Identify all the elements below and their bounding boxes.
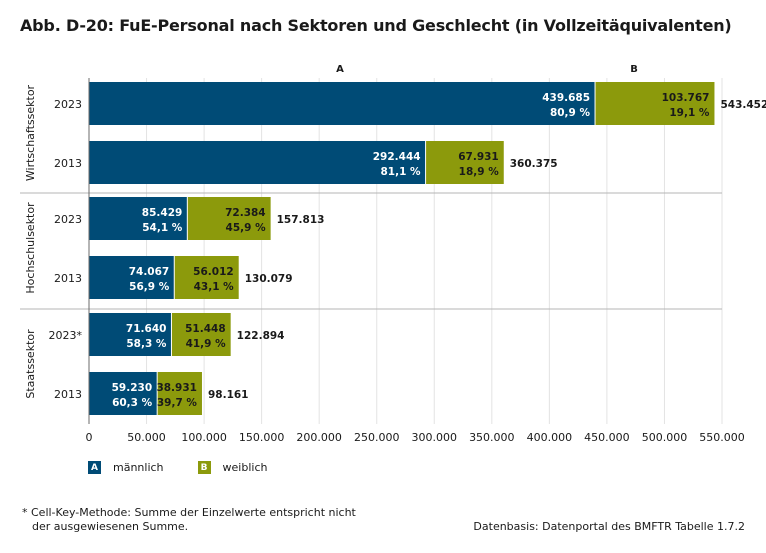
bar-value-female: 38.931 — [156, 382, 197, 394]
bar-total: 130.079 — [245, 273, 293, 285]
x-tick-label: 450.000 — [584, 431, 630, 444]
group-label: Wirtschaftssektor — [24, 84, 37, 181]
footnote-line-1: * Cell-Key-Methode: Summe der Einzelwert… — [22, 506, 356, 519]
bar-value-male: 292.444 — [373, 151, 421, 163]
bar-value-female: 67.931 — [458, 151, 499, 163]
x-tick-label: 200.000 — [296, 431, 342, 444]
x-tick-label: 100.000 — [181, 431, 227, 444]
x-tick-label: 350.000 — [469, 431, 515, 444]
legend: A männlich B weiblich — [88, 461, 301, 474]
bar-chart: 0 50.000 100.000 150.000 200.000 250.000 300.0… — [20, 64, 766, 444]
bar-total: 157.813 — [277, 214, 325, 226]
bar-value-male: 59.230 — [112, 382, 153, 394]
bar-male — [89, 141, 426, 184]
x-tick-label: 400.000 — [527, 431, 573, 444]
x-tick-label: 50.000 — [127, 431, 166, 444]
chart-title: Abb. D-20: FuE-Personal nach Sektoren un… — [20, 16, 732, 35]
bar-total: 98.161 — [208, 389, 249, 401]
column-label-a: A — [336, 64, 344, 75]
bar-female — [425, 141, 504, 184]
footnote: * Cell-Key-Methode: Summe der Einzelwert… — [22, 506, 356, 534]
bar-pct-male: 56,9 % — [129, 281, 170, 293]
x-tick-label: 300.000 — [412, 431, 458, 444]
row-label: 2023 — [54, 213, 82, 226]
legend-swatch-male: A — [88, 461, 101, 474]
bar-value-male: 74.067 — [129, 266, 170, 278]
bar-pct-male: 80,9 % — [550, 107, 591, 119]
bar-value-male: 71.640 — [126, 323, 167, 335]
bar-female — [595, 82, 715, 125]
bar-value-male: 439.685 — [542, 92, 590, 104]
bar-pct-female: 41,9 % — [186, 338, 227, 350]
bar-pct-female: 43,1 % — [194, 281, 235, 293]
source-note: Datenbasis: Datenportal des BMFTR Tabell… — [473, 520, 745, 533]
legend-swatch-female: B — [197, 461, 211, 474]
row-label: 2023 — [54, 98, 82, 111]
bar-total: 360.375 — [510, 158, 558, 170]
bar-pct-female: 19,1 % — [669, 107, 710, 119]
bar-pct-male: 54,1 % — [142, 222, 183, 234]
bar-pct-female: 39,7 % — [157, 397, 198, 409]
bar-total: 543.452 — [720, 99, 766, 111]
bar-male — [89, 372, 158, 415]
x-tick-label: 0 — [86, 431, 93, 444]
bar-pct-female: 18,9 % — [459, 166, 500, 178]
x-tick-label: 250.000 — [354, 431, 400, 444]
bar-total: 122.894 — [237, 330, 285, 342]
legend-label-male: männlich — [113, 461, 164, 474]
bar-value-female: 103.767 — [662, 92, 710, 104]
bar-value-female: 56.012 — [193, 266, 234, 278]
bar-value-female: 72.384 — [225, 207, 266, 219]
bar-value-female: 51.448 — [185, 323, 226, 335]
legend-item-male: A männlich — [88, 461, 164, 474]
footnote-line-2: der ausgewiesenen Summe. — [32, 520, 189, 533]
bar-pct-male: 81,1 % — [380, 166, 421, 178]
bar-female — [174, 256, 239, 299]
bar-value-male: 85.429 — [142, 207, 183, 219]
x-tick-label: 550.000 — [699, 431, 745, 444]
x-tick-label: 500.000 — [642, 431, 688, 444]
bar-female — [171, 313, 231, 356]
legend-label-female: weiblich — [222, 461, 268, 474]
column-label-b: B — [630, 64, 638, 75]
x-tick-label: 150.000 — [239, 431, 285, 444]
bar-male — [89, 256, 175, 299]
bar-male — [89, 197, 188, 240]
row-label: 2013 — [54, 388, 82, 401]
bar-male — [89, 82, 596, 125]
bar-female — [157, 372, 202, 415]
bar-pct-female: 45,9 % — [226, 222, 267, 234]
row-label: 2013 — [54, 272, 82, 285]
group-label: Staatssektor — [24, 329, 37, 399]
bar-pct-male: 58,3 % — [126, 338, 167, 350]
row-label: 2023* — [49, 329, 83, 342]
bar-male — [89, 313, 172, 356]
legend-item-female: B weiblich — [197, 461, 268, 474]
bar-female — [187, 197, 271, 240]
group-label: Hochschulsektor — [24, 202, 37, 294]
row-label: 2013 — [54, 157, 82, 170]
bar-pct-male: 60,3 % — [112, 397, 153, 409]
